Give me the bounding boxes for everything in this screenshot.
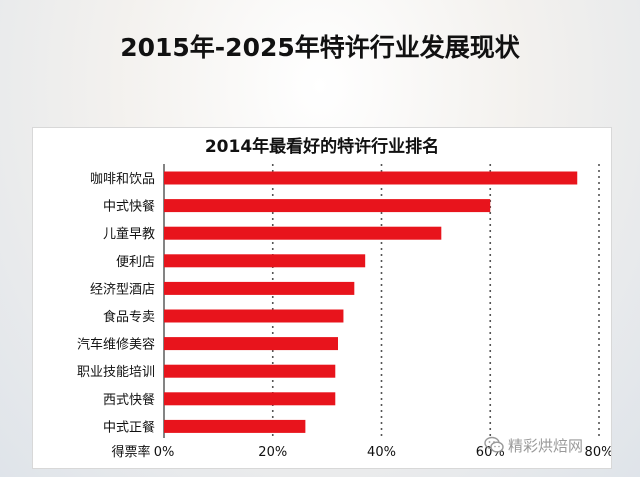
category-labels: 咖啡和饮品中式快餐儿童早教便利店经济型酒店食品专卖汽车维修美容职业技能培训西式快… xyxy=(77,172,155,435)
watermark-text: 精彩烘焙网 xyxy=(508,436,584,455)
chart-panel: 2014年最看好的特许行业排名 咖啡和饮品中式快餐儿童早教便利店经济型酒店食品专… xyxy=(32,127,612,469)
x-tick-label: 40% xyxy=(367,445,396,460)
bar-chart: 2014年最看好的特许行业排名 咖啡和饮品中式快餐儿童早教便利店经济型酒店食品专… xyxy=(77,136,611,460)
bar-6 xyxy=(164,337,338,351)
category-label: 咖啡和饮品 xyxy=(90,172,155,187)
category-label: 儿童早教 xyxy=(103,226,155,242)
bar-4 xyxy=(164,281,355,295)
bar-5 xyxy=(164,309,344,323)
bar-7 xyxy=(164,364,336,378)
category-label: 经济型酒店 xyxy=(90,282,155,297)
x-tick-label: 20% xyxy=(258,445,287,460)
bar-2 xyxy=(164,226,442,240)
category-label: 西式快餐 xyxy=(103,392,155,408)
category-label: 职业技能培训 xyxy=(77,364,155,380)
category-label: 中式正餐 xyxy=(103,419,155,435)
page-title: 2015年-2025年特许行业发展现状 xyxy=(120,33,520,62)
category-label: 便利店 xyxy=(116,255,155,270)
bar-3 xyxy=(164,254,366,268)
category-label: 中式快餐 xyxy=(103,199,155,215)
chart-title: 2014年最看好的特许行业排名 xyxy=(205,136,439,157)
x-tick-label: 80% xyxy=(585,445,611,460)
bar-8 xyxy=(164,392,336,406)
x-tick-label: 0% xyxy=(154,445,175,460)
bar-1 xyxy=(164,199,491,213)
category-label: 汽车维修美容 xyxy=(77,337,155,353)
bars xyxy=(164,171,578,433)
x-axis-label: 得票率 xyxy=(111,444,150,460)
bar-9 xyxy=(164,419,306,433)
wechat-icon xyxy=(484,435,504,455)
category-label: 食品专卖 xyxy=(103,309,155,325)
watermark: 精彩烘焙网 xyxy=(484,434,634,456)
bar-0 xyxy=(164,171,578,185)
